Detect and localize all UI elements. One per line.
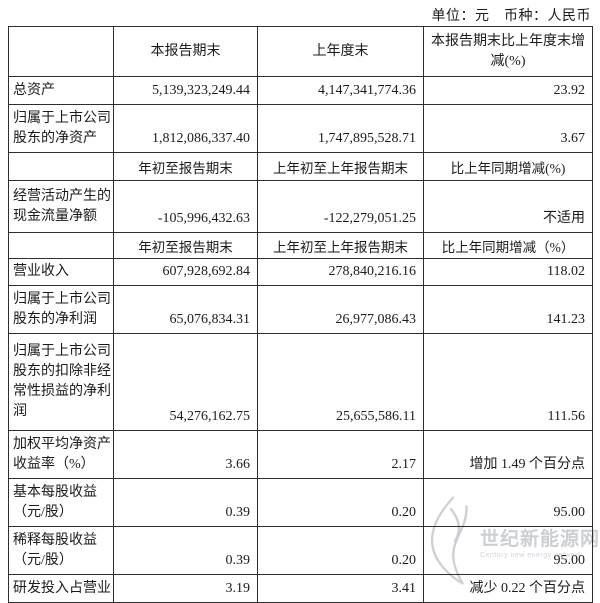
current-period-value-cell: 1,812,086,337.40 — [113, 104, 258, 153]
metric-label-cell: 稀释每股收益（元/股） — [8, 526, 114, 575]
period-subheader-row: 年初至报告期末 上年初至上年报告期末 比上年同期增减（%） — [8, 232, 593, 259]
prior-period-value-cell: 1,747,895,528.71 — [257, 104, 424, 153]
header-current-period: 本报告期末 — [113, 26, 258, 77]
data-row: 归属于上市公司股东的扣除非经常性损益的净利润 54,276,162.75 25,65… — [8, 333, 593, 431]
data-row: 研发投入占营业 3.19 3.41 减少 0.22 个百分点 — [8, 574, 593, 603]
data-row: 加权平均净资产收益率（%） 3.66 2.17 增加 1.49 个百分点 — [8, 430, 593, 479]
current-period-value-cell: 607,928,692.84 — [113, 258, 258, 286]
financial-summary-table: 本报告期末 上年度末 本报告期末比上年度末增减(%) 总资产 5,139,323,… — [8, 26, 593, 603]
data-row: 稀释每股收益（元/股） 0.39 0.20 95.00 — [8, 526, 593, 575]
unit-currency-note: 单位：元 币种：人民币 — [431, 9, 591, 24]
change-value-cell: 95.00 — [423, 478, 593, 527]
period-subheader-row: 年初至报告期末 上年初至上年报告期末 比上年同期增减(%) — [8, 152, 593, 181]
corner-cell — [8, 26, 114, 77]
metric-label-cell — [8, 152, 114, 181]
metric-label-cell: 经营活动产生的现金流量净额 — [8, 180, 114, 233]
change-value-cell: 3.67 — [423, 104, 593, 153]
metric-label-cell: 研发投入占营业 — [8, 574, 114, 603]
change-value-cell: 118.02 — [423, 258, 593, 286]
current-period-value-cell: 0.39 — [113, 478, 258, 527]
metric-label-cell: 归属于上市公司股东的净利润 — [8, 285, 114, 334]
current-period-value-cell: 0.39 — [113, 526, 258, 575]
period-subheader-prior-cell: 上年初至上年报告期末 — [257, 152, 424, 181]
header-prior-period: 上年度末 — [257, 26, 424, 77]
metric-label-cell: 营业收入 — [8, 258, 114, 286]
data-row: 归属于上市公司股东的净利润 65,076,834.31 26,977,086.43 1… — [8, 285, 593, 334]
data-row: 归属于上市公司股东的净资产 1,812,086,337.40 1,747,895,5… — [8, 104, 593, 153]
header-change-percent: 本报告期末比上年度末增减(%) — [423, 26, 593, 77]
data-row: 营业收入 607,928,692.84 278,840,216.16 118.02 — [8, 258, 593, 286]
prior-period-value-cell: 25,655,586.11 — [257, 333, 424, 431]
current-period-value-cell: 5,139,323,249.44 — [113, 76, 258, 105]
period-subheader-prior-cell: 上年初至上年报告期末 — [257, 232, 424, 259]
period-subheader-change-cell: 比上年同期增减(%) — [423, 152, 593, 181]
change-value-cell: 增加 1.49 个百分点 — [423, 430, 593, 479]
metric-label-cell: 加权平均净资产收益率（%） — [8, 430, 114, 479]
current-period-value-cell: 65,076,834.31 — [113, 285, 258, 334]
period-subheader-current-cell: 年初至报告期末 — [113, 232, 258, 259]
current-period-value-cell: 3.66 — [113, 430, 258, 479]
data-row: 经营活动产生的现金流量净额 -105,996,432.63 -122,279,051… — [8, 180, 593, 233]
prior-period-value-cell: 26,977,086.43 — [257, 285, 424, 334]
metric-label-cell: 归属于上市公司股东的扣除非经常性损益的净利润 — [8, 333, 114, 431]
metric-label-cell: 基本每股收益（元/股） — [8, 478, 114, 527]
change-value-cell: 141.23 — [423, 285, 593, 334]
prior-period-value-cell: 0.20 — [257, 526, 424, 575]
change-value-cell: 23.92 — [423, 76, 593, 105]
prior-period-value-cell: -122,279,051.25 — [257, 180, 424, 233]
table-header-row: 本报告期末 上年度末 本报告期末比上年度末增减(%) — [8, 26, 593, 77]
change-value-cell: 95.00 — [423, 526, 593, 575]
prior-period-value-cell: 278,840,216.16 — [257, 258, 424, 286]
period-subheader-change-cell: 比上年同期增减（%） — [423, 232, 593, 259]
change-value-cell: 111.56 — [423, 333, 593, 431]
data-row: 基本每股收益（元/股） 0.39 0.20 95.00 — [8, 478, 593, 527]
prior-period-value-cell: 3.41 — [257, 574, 424, 603]
current-period-value-cell: -105,996,432.63 — [113, 180, 258, 233]
metric-label-cell: 归属于上市公司股东的净资产 — [8, 104, 114, 153]
current-period-value-cell: 54,276,162.75 — [113, 333, 258, 431]
change-value-cell: 不适用 — [423, 180, 593, 233]
prior-period-value-cell: 0.20 — [257, 478, 424, 527]
data-row: 总资产 5,139,323,249.44 4,147,341,774.36 23.92 — [8, 76, 593, 105]
current-period-value-cell: 3.19 — [113, 574, 258, 603]
prior-period-value-cell: 2.17 — [257, 430, 424, 479]
metric-label-cell — [8, 232, 114, 259]
report-table-body: 总资产 5,139,323,249.44 4,147,341,774.36 23.92… — [8, 76, 593, 603]
period-subheader-current-cell: 年初至报告期末 — [113, 152, 258, 181]
change-value-cell: 减少 0.22 个百分点 — [423, 574, 593, 603]
prior-period-value-cell: 4,147,341,774.36 — [257, 76, 424, 105]
metric-label-cell: 总资产 — [8, 76, 114, 105]
